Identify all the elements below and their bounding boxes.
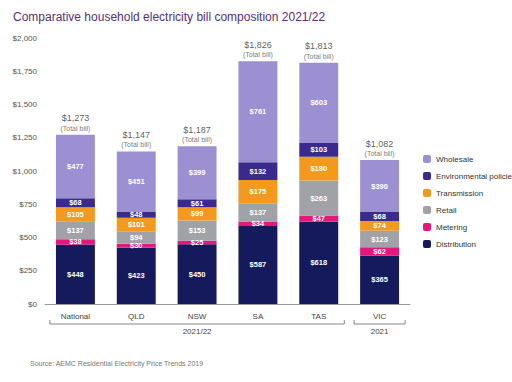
- svg-text:$180: $180: [310, 164, 327, 173]
- svg-text:$74: $74: [373, 221, 386, 230]
- svg-text:$250: $250: [19, 266, 37, 275]
- svg-text:$2,000: $2,000: [13, 34, 38, 43]
- svg-text:$101: $101: [128, 220, 145, 229]
- svg-text:$390: $390: [371, 182, 388, 191]
- svg-text:Transmission: Transmission: [436, 189, 483, 198]
- svg-text:2021/22: 2021/22: [183, 327, 212, 336]
- svg-text:Wholesale: Wholesale: [436, 155, 474, 164]
- svg-text:NSW: NSW: [188, 312, 207, 321]
- svg-text:$448: $448: [67, 270, 84, 279]
- svg-text:$750: $750: [19, 200, 37, 209]
- svg-text:$68: $68: [69, 198, 82, 207]
- svg-text:$1,826: $1,826: [244, 40, 272, 50]
- svg-text:$500: $500: [19, 233, 37, 242]
- svg-text:$1,147: $1,147: [122, 130, 150, 140]
- svg-text:$477: $477: [67, 162, 84, 171]
- svg-text:$62: $62: [373, 247, 386, 256]
- svg-text:$99: $99: [191, 209, 204, 218]
- svg-text:$1,250: $1,250: [13, 133, 38, 142]
- svg-text:Distribution: Distribution: [436, 240, 476, 249]
- svg-text:$103: $103: [310, 145, 327, 154]
- svg-text:(Total bill): (Total bill): [60, 125, 90, 133]
- svg-text:$587: $587: [250, 260, 267, 269]
- svg-text:$0: $0: [28, 300, 37, 309]
- svg-text:$94: $94: [130, 233, 143, 242]
- svg-text:$1,000: $1,000: [13, 167, 38, 176]
- svg-text:$761: $761: [250, 107, 267, 116]
- svg-text:Environmental policies: Environmental policies: [436, 172, 512, 181]
- svg-text:$34: $34: [252, 219, 265, 228]
- svg-text:$263: $263: [310, 194, 327, 203]
- svg-text:$1,813: $1,813: [305, 41, 333, 51]
- svg-text:$618: $618: [310, 258, 327, 267]
- svg-text:$68: $68: [373, 212, 386, 221]
- svg-text:National: National: [61, 312, 91, 321]
- svg-text:(Total bill): (Total bill): [304, 53, 334, 61]
- svg-text:$603: $603: [310, 98, 327, 107]
- svg-text:QLD: QLD: [128, 312, 145, 321]
- svg-text:(Total bill): (Total bill): [121, 141, 151, 149]
- svg-text:$137: $137: [67, 226, 84, 235]
- svg-text:$365: $365: [371, 275, 388, 284]
- svg-text:Comparative household electric: Comparative household electricity bill c…: [13, 10, 325, 24]
- svg-text:$451: $451: [128, 177, 145, 186]
- svg-text:$25: $25: [191, 238, 204, 247]
- svg-text:$450: $450: [189, 270, 206, 279]
- svg-text:2021: 2021: [371, 327, 389, 336]
- svg-text:Source: AEMC Residential Elect: Source: AEMC Residential Electricity Pri…: [30, 360, 203, 368]
- svg-text:$1,500: $1,500: [13, 100, 38, 109]
- svg-text:(Total bill): (Total bill): [182, 136, 212, 144]
- svg-text:$153: $153: [189, 226, 206, 235]
- svg-text:$1,273: $1,273: [62, 113, 90, 123]
- svg-text:$1,750: $1,750: [13, 67, 38, 76]
- svg-text:SA: SA: [253, 312, 264, 321]
- svg-text:$38: $38: [69, 237, 82, 246]
- svg-text:VIC: VIC: [373, 312, 387, 321]
- svg-text:TAS: TAS: [311, 312, 326, 321]
- svg-text:$423: $423: [128, 271, 145, 280]
- svg-text:$399: $399: [189, 168, 206, 177]
- svg-text:Metering: Metering: [436, 223, 467, 232]
- svg-text:$48: $48: [130, 210, 143, 219]
- svg-text:(Total bill): (Total bill): [243, 51, 273, 59]
- svg-text:Retail: Retail: [436, 206, 457, 215]
- svg-text:$1,082: $1,082: [366, 139, 394, 149]
- svg-text:$137: $137: [250, 208, 267, 217]
- svg-text:$132: $132: [250, 167, 267, 176]
- svg-text:(Total bill): (Total bill): [365, 150, 395, 158]
- svg-text:$123: $123: [371, 235, 388, 244]
- svg-text:$47: $47: [312, 214, 325, 223]
- svg-text:$1,187: $1,187: [183, 125, 211, 135]
- svg-text:$30: $30: [130, 241, 143, 250]
- svg-text:$61: $61: [191, 199, 204, 208]
- svg-text:$175: $175: [250, 187, 267, 196]
- svg-text:$105: $105: [67, 210, 84, 219]
